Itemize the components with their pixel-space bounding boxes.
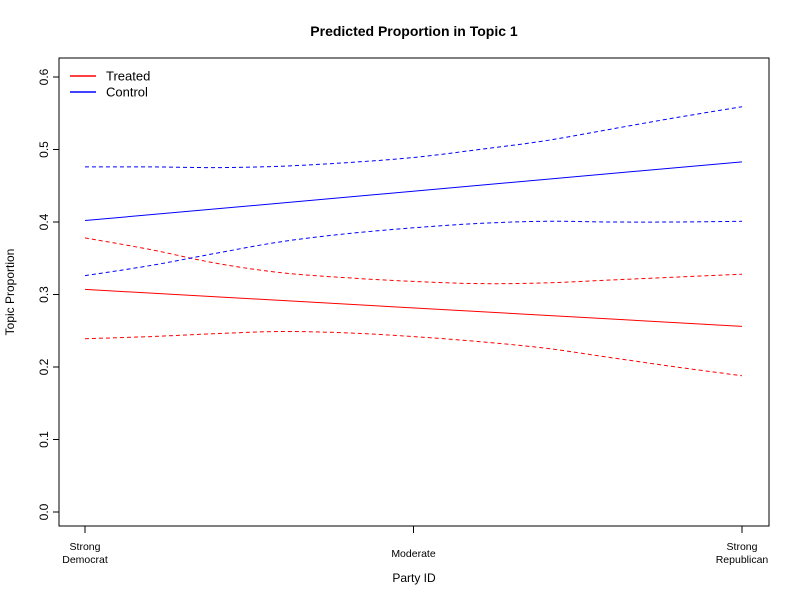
- series-control-upper-ci: [84, 106, 743, 169]
- series-control: [84, 106, 743, 277]
- series-treated-upper-ci: [84, 237, 743, 285]
- plot-area-frame: [58, 57, 770, 527]
- x-axis-label: Party ID: [392, 571, 436, 585]
- series-treated-mean-line: [84, 288, 743, 327]
- legend-label-control: Control: [106, 85, 148, 100]
- y-tick-label: 0.2: [37, 358, 51, 375]
- x-tick-label: Strong Democrat: [62, 541, 108, 566]
- y-tick-label: 0.3: [37, 286, 51, 303]
- legend-label-treated: Treated: [106, 69, 150, 84]
- series-treated: [84, 237, 743, 377]
- series-treated-lower-ci: [84, 330, 743, 377]
- y-tick-label: 0.6: [37, 68, 51, 85]
- series-control-mean-line: [84, 161, 743, 222]
- y-tick-label: 0.0: [37, 503, 51, 520]
- series-layer: [84, 106, 743, 377]
- x-tick-label: Strong Republican: [716, 541, 769, 566]
- series-control-lower-ci: [84, 220, 743, 277]
- chart-title: Predicted Proportion in Topic 1: [310, 23, 518, 39]
- y-tick-label: 0.5: [37, 141, 51, 158]
- y-axis: 0.0 0.1 0.2 0.3 0.4 0.5 0.6: [37, 68, 59, 520]
- y-axis-label: Topic Proportion: [3, 249, 17, 336]
- x-axis: Strong Democrat Moderate Strong Republican: [62, 526, 768, 566]
- x-tick-label: Moderate: [391, 548, 436, 560]
- y-tick-label: 0.1: [37, 431, 51, 448]
- y-tick-label: 0.4: [37, 213, 51, 230]
